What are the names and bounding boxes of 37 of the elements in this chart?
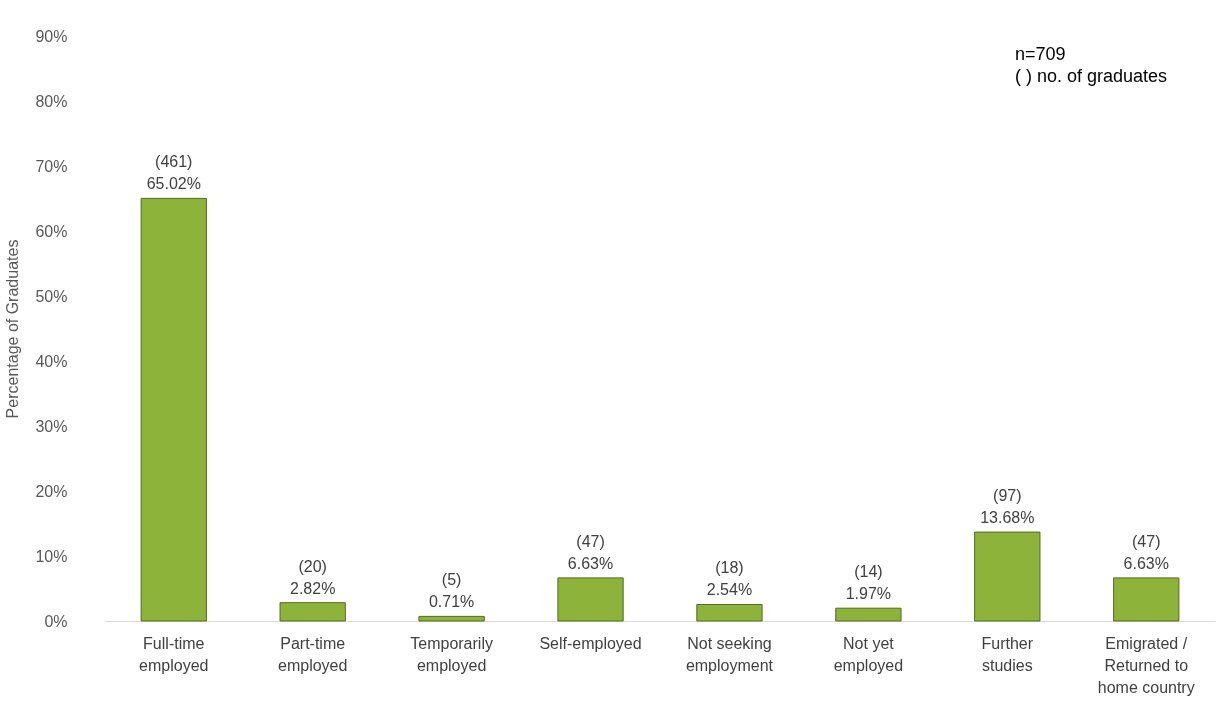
y-tick-label: 50% <box>35 287 68 305</box>
bar <box>279 602 346 622</box>
x-tick-label: Not yet employed <box>833 634 904 674</box>
data-label: (47) 6.63% <box>1123 532 1169 572</box>
annotation: ( ) no. of graduates <box>1015 66 1168 86</box>
data-label: (5) 0.71% <box>428 571 475 611</box>
data-label: (20) 2.82% <box>290 557 336 597</box>
bar <box>696 603 763 622</box>
x-tick-label: Full-time employed <box>139 634 209 674</box>
y-tick-label: 60% <box>35 222 68 240</box>
y-tick-label: 30% <box>35 417 68 435</box>
bar <box>835 607 902 622</box>
x-tick-label: Further studies <box>981 634 1034 674</box>
bar <box>1113 577 1180 622</box>
y-tick-label: 0% <box>44 612 68 630</box>
data-label: (18) 2.54% <box>706 559 753 599</box>
y-tick-label: 20% <box>35 482 68 500</box>
y-tick-label: 90% <box>35 27 68 45</box>
data-label: (461) 65.02% <box>146 153 201 193</box>
y-tick-label: 80% <box>35 92 68 110</box>
bar <box>974 531 1041 622</box>
data-label: (97) 13.68% <box>980 487 1035 527</box>
bar <box>557 577 624 622</box>
y-tick-label: 40% <box>35 352 68 370</box>
bar <box>140 197 207 622</box>
x-tick-label: Self-employed <box>539 634 642 652</box>
x-tick-label: Emigrated / Returned to home country <box>1097 634 1195 696</box>
data-label: (14) 1.97% <box>845 563 892 603</box>
x-tick-label: Not seeking employment <box>685 634 774 674</box>
y-axis-title: Percentage of Graduates <box>4 239 22 419</box>
bar <box>418 615 485 622</box>
annotation: n=709 <box>1015 44 1066 64</box>
data-label: (47) 6.63% <box>567 532 614 572</box>
x-tick-label: Temporarily employed <box>410 634 493 674</box>
x-tick-label: Part-time employed <box>278 634 348 674</box>
y-tick-label: 10% <box>35 547 68 565</box>
y-tick-label: 70% <box>35 157 68 175</box>
